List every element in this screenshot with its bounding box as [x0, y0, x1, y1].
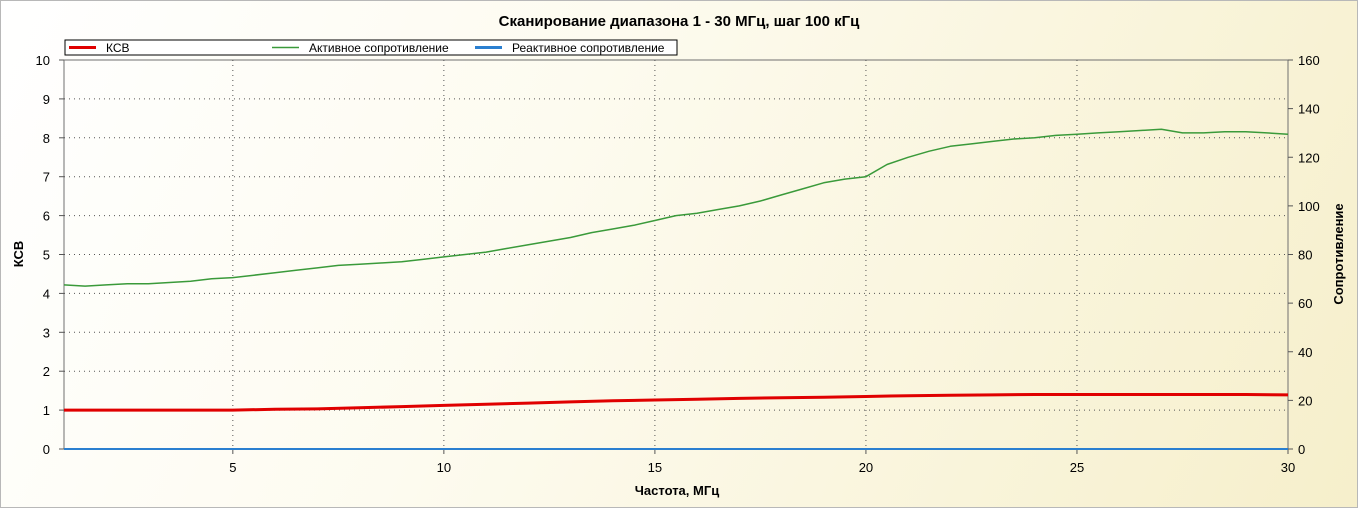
series-ksv-line [64, 393, 1289, 412]
y-tick-label: 5 [43, 248, 50, 263]
y-tick-label: 6 [43, 209, 50, 224]
y2-tick-label: 140 [1298, 102, 1320, 117]
y-tick-label: 7 [43, 170, 50, 185]
y2-tick-label: 120 [1298, 150, 1320, 165]
x-tick-label: 15 [648, 460, 662, 475]
x-tick-label: 5 [229, 460, 236, 475]
y-tick-label: 3 [43, 325, 50, 340]
x-axis-title: Частота, МГц [635, 483, 719, 498]
y2-tick-label: 0 [1298, 442, 1305, 457]
y-tick-label: 10 [36, 53, 50, 68]
y-tick-label: 0 [43, 442, 50, 457]
y2-tick-label: 100 [1298, 199, 1320, 214]
legend: КСВ Активное сопротивление Реактивное со… [64, 39, 678, 56]
x-tick-label: 10 [437, 460, 451, 475]
y2-tick-label: 60 [1298, 296, 1312, 311]
series-lines [63, 128, 1289, 450]
y2-axis-title: Сопротивление [1331, 203, 1346, 304]
legend-item-reactive-resistance: Реактивное сопротивление [512, 41, 665, 55]
y2-tick-label: 40 [1298, 345, 1312, 360]
y-tick-label: 9 [43, 92, 50, 107]
y2-tick-label: 160 [1298, 53, 1320, 68]
x-tick-label: 20 [859, 460, 873, 475]
y-tick-label: 1 [43, 403, 50, 418]
legend-item-active-resistance: Активное сопротивление [309, 41, 449, 55]
y2-tick-label: 20 [1298, 393, 1312, 408]
y-axis-title: КСВ [11, 241, 26, 268]
legend-item-ksv: КСВ [106, 41, 130, 55]
x-tick-label: 30 [1281, 460, 1295, 475]
x-tick-label: 25 [1070, 460, 1084, 475]
y2-tick-label: 80 [1298, 248, 1312, 263]
legend-box [64, 39, 678, 56]
grid [64, 60, 1288, 449]
y-tick-label: 2 [43, 364, 50, 379]
chart-title: Сканирование диапазона 1 - 30 МГц, шаг 1… [499, 13, 860, 30]
y-tick-label: 4 [43, 286, 50, 301]
tick-labels: 5 10 15 20 25 3001234567891002040608010012014… [36, 53, 1320, 475]
y-tick-label: 8 [43, 131, 50, 146]
series-active-resistance-line [63, 128, 1289, 287]
